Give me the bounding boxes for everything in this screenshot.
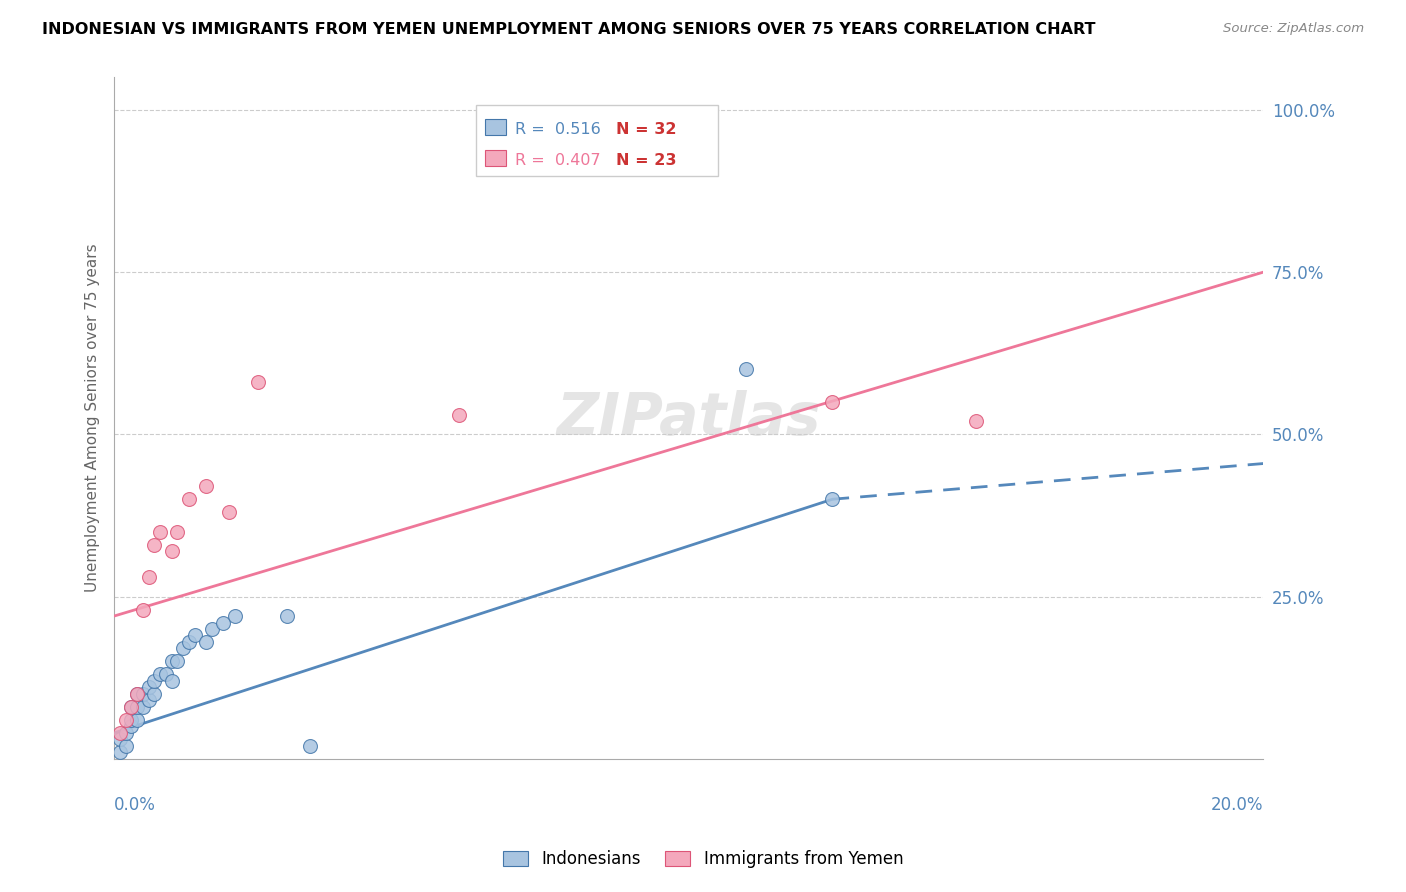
FancyBboxPatch shape: [485, 120, 506, 136]
Point: [195, 635, 218, 649]
Text: 0.0%: 0.0%: [114, 797, 156, 814]
Text: Source: ZipAtlas.com: Source: ZipAtlas.com: [1223, 22, 1364, 36]
Point: [127, 699, 149, 714]
Point: [821, 395, 844, 409]
Point: [120, 699, 142, 714]
Point: [138, 570, 160, 584]
Point: [114, 726, 136, 740]
Point: [132, 699, 155, 714]
Point: [108, 745, 131, 759]
Point: [155, 667, 177, 681]
Point: [108, 732, 131, 747]
Point: [127, 713, 149, 727]
Point: [114, 713, 136, 727]
Text: INDONESIAN VS IMMIGRANTS FROM YEMEN UNEMPLOYMENT AMONG SENIORS OVER 75 YEARS COR: INDONESIAN VS IMMIGRANTS FROM YEMEN UNEM…: [42, 22, 1095, 37]
Point: [143, 687, 166, 701]
Point: [149, 524, 172, 539]
Point: [678, 122, 700, 136]
Text: ZIPatlas: ZIPatlas: [557, 390, 821, 447]
Point: [224, 609, 246, 624]
Point: [138, 693, 160, 707]
Y-axis label: Unemployment Among Seniors over 75 years: Unemployment Among Seniors over 75 years: [86, 244, 100, 592]
Text: R =  0.407: R = 0.407: [515, 153, 600, 168]
Point: [212, 615, 235, 630]
Text: N = 32: N = 32: [616, 122, 676, 137]
Point: [114, 739, 136, 753]
Point: [160, 673, 183, 688]
Point: [201, 622, 224, 636]
Point: [143, 538, 166, 552]
Point: [138, 681, 160, 695]
FancyBboxPatch shape: [477, 104, 717, 177]
Point: [183, 628, 205, 642]
Point: [276, 609, 298, 624]
Point: [108, 726, 131, 740]
Point: [149, 667, 172, 681]
Point: [298, 739, 321, 753]
Point: [160, 655, 183, 669]
Text: N = 23: N = 23: [616, 153, 676, 168]
Point: [160, 544, 183, 558]
Point: [177, 635, 200, 649]
Point: [447, 408, 470, 422]
Point: [735, 362, 758, 376]
Point: [172, 641, 194, 656]
Text: R =  0.516: R = 0.516: [515, 122, 600, 137]
Point: [120, 713, 142, 727]
Point: [127, 687, 149, 701]
Point: [965, 414, 987, 428]
Point: [127, 687, 149, 701]
Point: [195, 479, 218, 493]
Legend: Indonesians, Immigrants from Yemen: Indonesians, Immigrants from Yemen: [496, 844, 910, 875]
Point: [120, 719, 142, 733]
Point: [821, 492, 844, 507]
Point: [143, 673, 166, 688]
Text: 20.0%: 20.0%: [1211, 797, 1264, 814]
Point: [166, 655, 188, 669]
Point: [120, 699, 142, 714]
Point: [246, 376, 269, 390]
FancyBboxPatch shape: [485, 150, 506, 166]
Point: [218, 505, 240, 519]
Point: [177, 492, 200, 507]
Point: [166, 524, 188, 539]
Point: [132, 687, 155, 701]
Point: [132, 602, 155, 616]
